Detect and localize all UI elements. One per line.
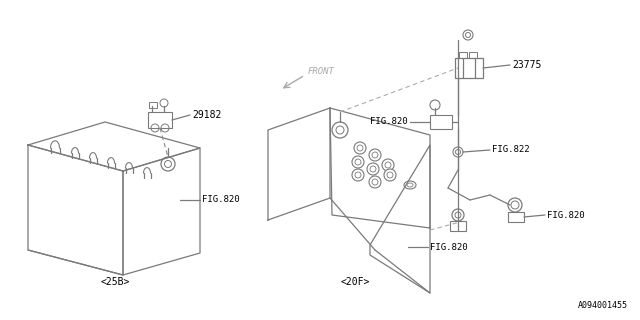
- Circle shape: [508, 198, 522, 212]
- Text: FIG.820: FIG.820: [547, 211, 584, 220]
- Text: 23775: 23775: [512, 60, 541, 70]
- Circle shape: [452, 209, 464, 221]
- Circle shape: [354, 142, 366, 154]
- Text: <25B>: <25B>: [100, 277, 130, 287]
- Circle shape: [384, 169, 396, 181]
- Circle shape: [332, 122, 348, 138]
- Text: <20F>: <20F>: [340, 277, 370, 287]
- Circle shape: [352, 156, 364, 168]
- Circle shape: [369, 176, 381, 188]
- Circle shape: [367, 163, 379, 175]
- Text: A094001455: A094001455: [578, 301, 628, 310]
- Ellipse shape: [404, 181, 416, 189]
- Text: FIG.820: FIG.820: [202, 196, 239, 204]
- Text: 29182: 29182: [192, 110, 221, 120]
- Text: FIG.822: FIG.822: [492, 146, 530, 155]
- Circle shape: [430, 100, 440, 110]
- Text: FIG.820: FIG.820: [371, 117, 408, 126]
- Circle shape: [369, 149, 381, 161]
- Text: FIG.820: FIG.820: [430, 243, 468, 252]
- Circle shape: [463, 30, 473, 40]
- Circle shape: [453, 147, 463, 157]
- Circle shape: [161, 157, 175, 171]
- Text: FRONT: FRONT: [308, 68, 335, 76]
- Circle shape: [352, 169, 364, 181]
- Circle shape: [382, 159, 394, 171]
